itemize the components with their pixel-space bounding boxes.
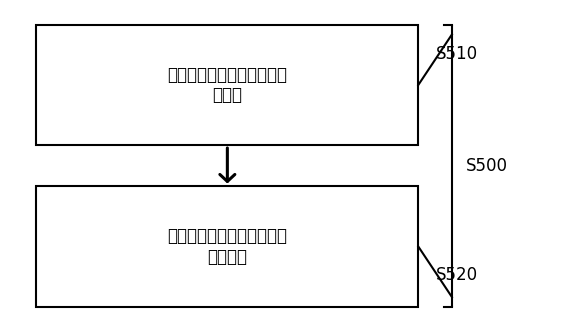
Text: 对格式化与过滤之后的数据
进行显示: 对格式化与过滤之后的数据 进行显示 <box>167 227 287 266</box>
Text: S500: S500 <box>466 157 508 175</box>
Bar <box>36 25 418 145</box>
Text: S510: S510 <box>435 44 478 62</box>
Bar <box>36 186 418 307</box>
Text: S520: S520 <box>435 266 478 284</box>
Text: 对解码数据进行格式化与过
滤处理: 对解码数据进行格式化与过 滤处理 <box>167 66 287 104</box>
